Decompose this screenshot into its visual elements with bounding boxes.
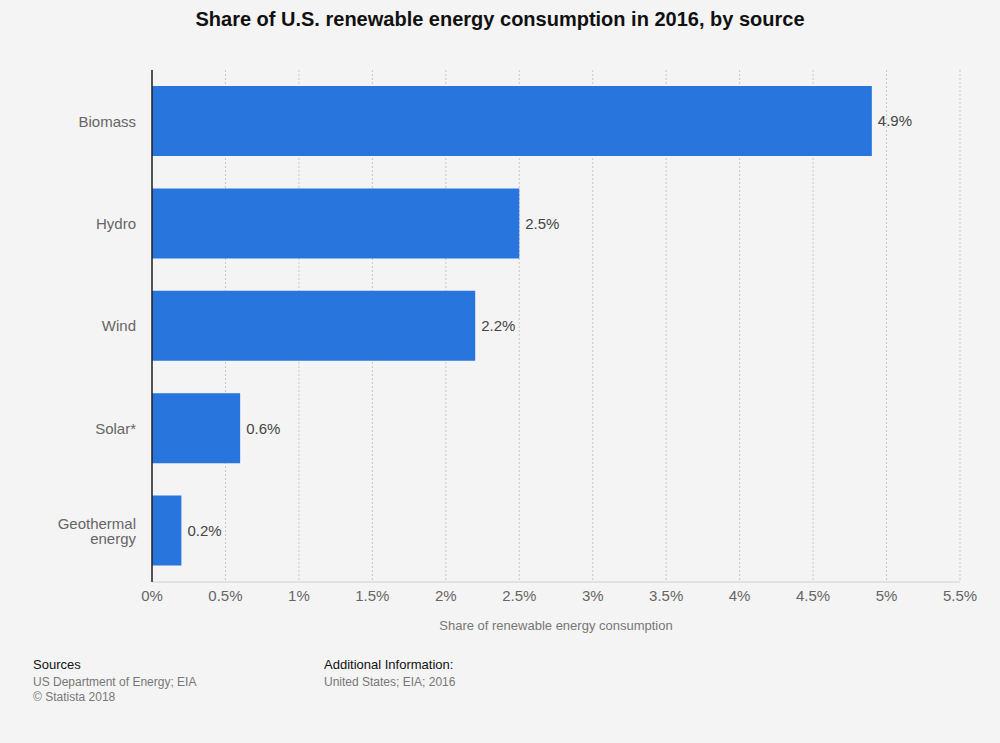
svg-text:Solar*: Solar* [95, 420, 136, 437]
svg-text:0%: 0% [141, 587, 163, 604]
html-text:Share of U.S. renewable energy: Share of U.S. renewable energy consumpti… [195, 8, 805, 30]
svg-text:5.5%: 5.5% [943, 587, 977, 604]
svg-text:0.6%: 0.6% [246, 420, 280, 437]
svg-text:2%: 2% [435, 587, 457, 604]
svg-text:Biomass: Biomass [78, 113, 136, 130]
svg-text:2.2%: 2.2% [481, 317, 515, 334]
html-text:© Statista 2018: © Statista 2018 [33, 690, 116, 704]
svg-text:1%: 1% [288, 587, 310, 604]
svg-text:5%: 5% [876, 587, 898, 604]
svg-text:Hydro: Hydro [96, 215, 136, 232]
svg-text:0.2%: 0.2% [187, 522, 221, 539]
html-text:Sources: Sources [33, 657, 81, 672]
svg-text:3.5%: 3.5% [649, 587, 683, 604]
svg-text:4.5%: 4.5% [796, 587, 830, 604]
svg-text:Geothermalenergy: Geothermalenergy [58, 515, 137, 547]
svg-text:2.5%: 2.5% [525, 215, 559, 232]
svg-text:0.5%: 0.5% [208, 587, 242, 604]
svg-text:2.5%: 2.5% [502, 587, 536, 604]
svg-text:4%: 4% [729, 587, 751, 604]
svg-text:3%: 3% [582, 587, 604, 604]
svg-text:1.5%: 1.5% [355, 587, 389, 604]
svg-text:Wind: Wind [102, 317, 136, 334]
svg-text:4.9%: 4.9% [878, 112, 912, 129]
html-text:Additional Information:: Additional Information: [324, 657, 454, 672]
svg-text:Share of renewable energy cons: Share of renewable energy consumption [439, 618, 672, 633]
html-text:US Department of Energy; EIA: US Department of Energy; EIA [33, 675, 197, 689]
html-text:United States; EIA; 2016: United States; EIA; 2016 [324, 675, 456, 689]
